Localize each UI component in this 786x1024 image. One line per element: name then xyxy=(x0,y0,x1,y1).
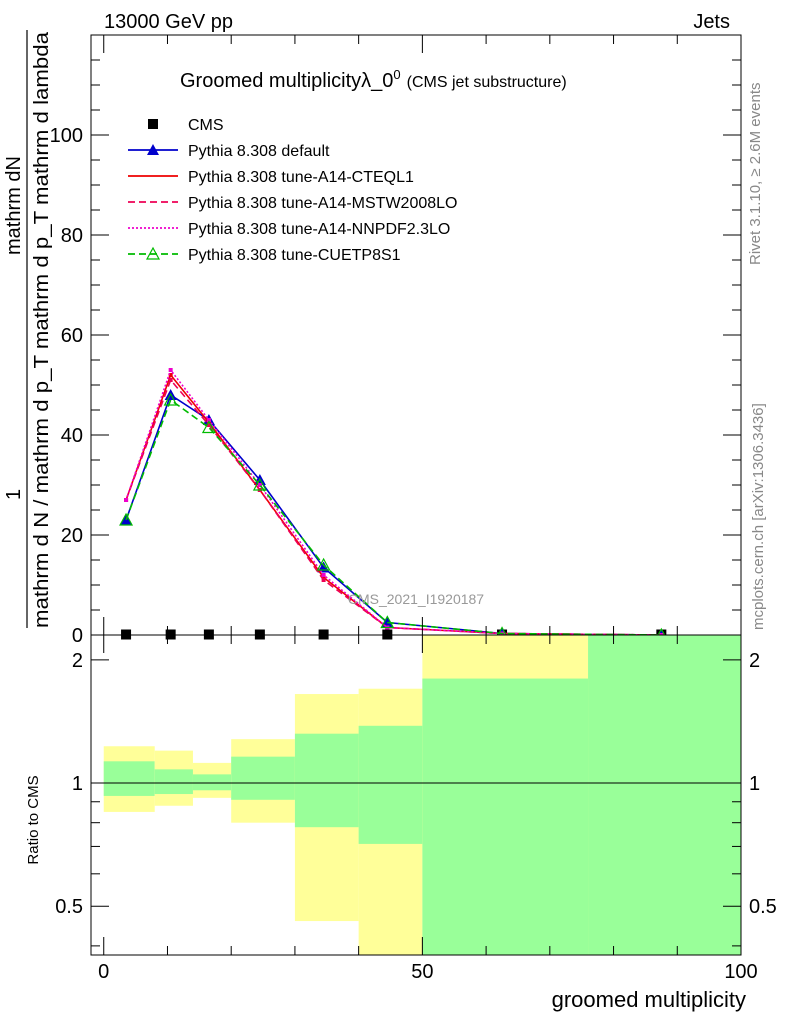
ratio-inner-band xyxy=(294,733,359,828)
ratio-x-ticks: 0 50 100 xyxy=(98,635,758,983)
chart-title: Groomed multiplicityλ_00 (CMS jet substru… xyxy=(180,67,567,92)
header-process: Jets xyxy=(693,11,730,33)
ratio-y-tick-label-right: 1 xyxy=(749,773,760,795)
data-point xyxy=(201,420,216,434)
x-tick-label: 50 xyxy=(411,961,433,983)
data-point xyxy=(321,573,326,577)
data-point xyxy=(206,418,211,422)
data-point xyxy=(168,378,173,382)
ylabel-denominator: mathrm d N / mathrm d p_T mathrm d p_T m… xyxy=(31,31,53,628)
rivet-version-label: Rivet 3.1.10, ≥ 2.6M events xyxy=(747,83,764,266)
y-tick-label: 0 xyxy=(72,625,83,647)
ratio-inner-band xyxy=(422,678,589,955)
ratio-inner-band xyxy=(192,774,232,791)
ylabel-numerator-one: 1 xyxy=(3,489,25,500)
ylabel-numerator: mathrm dN xyxy=(3,156,25,255)
data-point xyxy=(316,557,331,571)
ratio-y-tick-label: 0.5 xyxy=(55,896,83,918)
legend-label: Pythia 8.308 tune-A14-NNPDF2.3LO xyxy=(188,221,450,238)
analysis-watermark: CMS_2021_I1920187 xyxy=(348,591,484,607)
ratio-inner-band xyxy=(103,761,155,796)
chart-title-superscript: 0 xyxy=(393,67,400,82)
mcplots-label: mcplots.cern.ch [arXiv:1306.3436] xyxy=(750,403,767,630)
data-point xyxy=(168,368,173,372)
series-line xyxy=(125,378,662,636)
ratio-panel: 0.5 0.5 1 1 2 2 0 50 100 Ratio to CMS groomed m… xyxy=(25,634,777,1012)
ratio-inner-band xyxy=(231,756,295,800)
y-tick-label: 80 xyxy=(61,225,83,247)
data-point xyxy=(380,615,395,629)
y-tick-label: 100 xyxy=(50,125,83,147)
data-point xyxy=(163,392,178,406)
main-y-axis-label: 1 mathrm dN mathrm d N / mathrm d p_T ma… xyxy=(3,30,53,628)
legend-label: CMS xyxy=(188,117,224,134)
data-point xyxy=(252,477,267,491)
ratio-bands xyxy=(103,635,741,955)
legend-entry: Pythia 8.308 tune-A14-MSTW2008LO xyxy=(128,195,457,212)
data-point xyxy=(168,373,173,377)
data-point xyxy=(321,578,326,582)
main-y-ticks: 0 20 40 60 80 100 xyxy=(50,35,742,647)
chart-title-main: Groomed multiplicityλ_0 xyxy=(180,70,393,92)
ratio-y-tick-label: 1 xyxy=(72,773,83,795)
y-tick-label: 40 xyxy=(61,425,83,447)
legend-label: Pythia 8.308 tune-A14-MSTW2008LO xyxy=(188,195,457,212)
data-point xyxy=(257,483,262,487)
legend-label: Pythia 8.308 default xyxy=(188,143,330,160)
data-point xyxy=(321,575,326,580)
legend-marker xyxy=(148,119,158,129)
ratio-y-axis-label: Ratio to CMS xyxy=(25,775,42,864)
y-tick-label: 60 xyxy=(61,325,83,347)
ratio-inner-band xyxy=(588,635,741,955)
data-point xyxy=(124,498,129,502)
header-energy: 13000 GeV pp xyxy=(104,11,233,33)
legend-entry: CMS xyxy=(148,117,224,134)
chart-subtitle: (CMS jet substructure) xyxy=(407,74,567,91)
legend-marker xyxy=(145,246,161,260)
data-point xyxy=(119,512,134,526)
ratio-inner-band xyxy=(154,769,193,795)
ratio-y-tick-label-right: 2 xyxy=(749,650,760,672)
legend-entry: Pythia 8.308 tune-CUETP8S1 xyxy=(128,246,401,264)
legend-marker xyxy=(147,144,159,155)
ratio-y-ticks: 0.5 0.5 1 1 2 2 xyxy=(55,650,777,947)
legend: CMS Pythia 8.308 default Pythia 8.308 tune… xyxy=(128,117,457,264)
ratio-inner-band xyxy=(358,725,423,844)
x-axis-label: groomed multiplicity xyxy=(552,987,746,1012)
legend-label: Pythia 8.308 tune-CUETP8S1 xyxy=(188,247,401,264)
legend-entry: Pythia 8.308 tune-A14-CTEQL1 xyxy=(128,169,414,186)
legend-label: Pythia 8.308 tune-A14-CTEQL1 xyxy=(188,169,414,186)
legend-entry: Pythia 8.308 default xyxy=(128,143,330,160)
x-tick-label: 100 xyxy=(724,961,757,983)
ratio-y-tick-label-right: 0.5 xyxy=(749,896,777,918)
y-tick-label: 20 xyxy=(61,525,83,547)
ratio-frame xyxy=(90,634,742,956)
legend-entry: Pythia 8.308 tune-A14-NNPDF2.3LO xyxy=(128,221,450,238)
x-tick-label: 0 xyxy=(98,961,109,983)
data-point xyxy=(206,423,211,427)
ratio-y-tick-label: 2 xyxy=(72,650,83,672)
